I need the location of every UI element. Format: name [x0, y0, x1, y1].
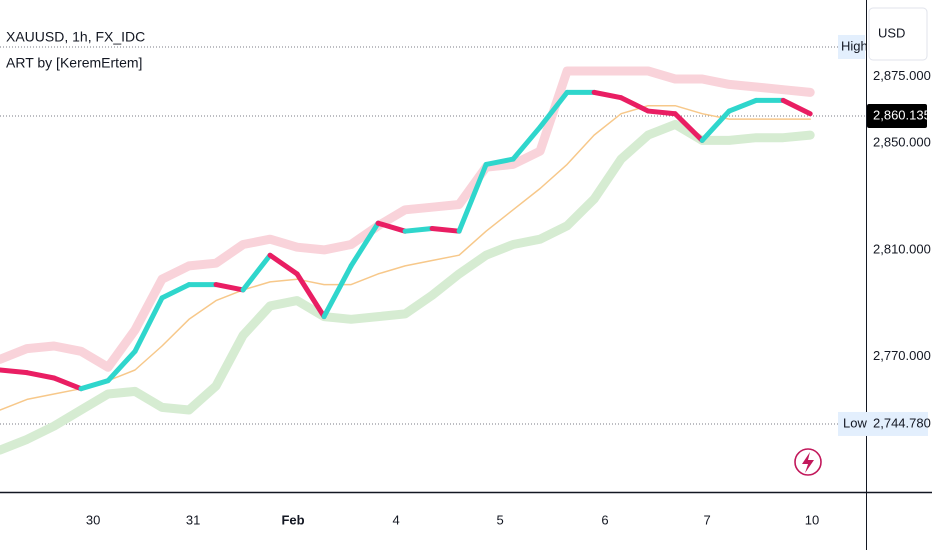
low-value-label: 2,744.780	[873, 415, 931, 430]
price-segment	[483, 156, 516, 167]
price-segment	[240, 252, 273, 293]
price-segment	[456, 161, 489, 234]
price-segment	[699, 108, 732, 143]
x-tick-label: 31	[186, 512, 200, 527]
price-segment	[537, 89, 570, 130]
high-label: High	[841, 38, 868, 53]
chart-title: XAUUSD, 1h, FX_IDC	[6, 29, 145, 45]
y-tick-label: 2,875.000	[873, 68, 931, 83]
price-segment	[159, 282, 192, 301]
y-tick-label: 2,810.000	[873, 241, 931, 256]
price-segment	[375, 220, 408, 234]
price-segment	[24, 370, 57, 381]
price-segment	[402, 226, 435, 234]
price-segment	[321, 263, 354, 320]
currency: USD	[878, 25, 905, 40]
price-segment	[591, 89, 624, 101]
price-segment	[294, 271, 327, 320]
price-segment	[429, 226, 462, 234]
high-label-box	[838, 34, 865, 59]
series-line	[0, 119, 815, 455]
price-segment	[645, 108, 678, 117]
price-segment	[213, 282, 246, 293]
price-segment	[132, 295, 165, 354]
x-tick-label: 7	[703, 512, 710, 527]
price-segment	[726, 97, 759, 114]
x-tick-label: 30	[86, 512, 100, 527]
price-segment	[618, 95, 651, 114]
price-segment	[51, 375, 84, 392]
price-segment	[348, 220, 381, 269]
price-segment	[780, 97, 813, 117]
last-price-box	[867, 104, 927, 129]
y-tick-label: 2,850.000	[873, 135, 931, 150]
logo-icon	[794, 448, 822, 476]
currency-box[interactable]	[868, 7, 928, 61]
last-price-label: 2,860.135	[873, 107, 931, 122]
price-segment	[78, 378, 111, 392]
price-segment	[672, 111, 705, 143]
x-tick-label: 10	[805, 512, 819, 527]
x-tick-label: Feb	[281, 512, 304, 527]
x-tick-label: 5	[496, 512, 503, 527]
low-label: Low	[843, 415, 867, 430]
indicator-name: ART by [KeremErtem]	[6, 55, 142, 71]
low-label-box	[838, 411, 928, 436]
series-line	[0, 104, 811, 411]
price-segment	[267, 252, 300, 277]
price-segment	[105, 348, 138, 384]
price-segment	[0, 367, 30, 376]
price-segment	[510, 124, 543, 162]
y-tick-label: 2,770.000	[873, 348, 931, 363]
x-tick-label: 4	[392, 512, 399, 527]
x-tick-label: 6	[601, 512, 608, 527]
series-line	[0, 66, 815, 372]
